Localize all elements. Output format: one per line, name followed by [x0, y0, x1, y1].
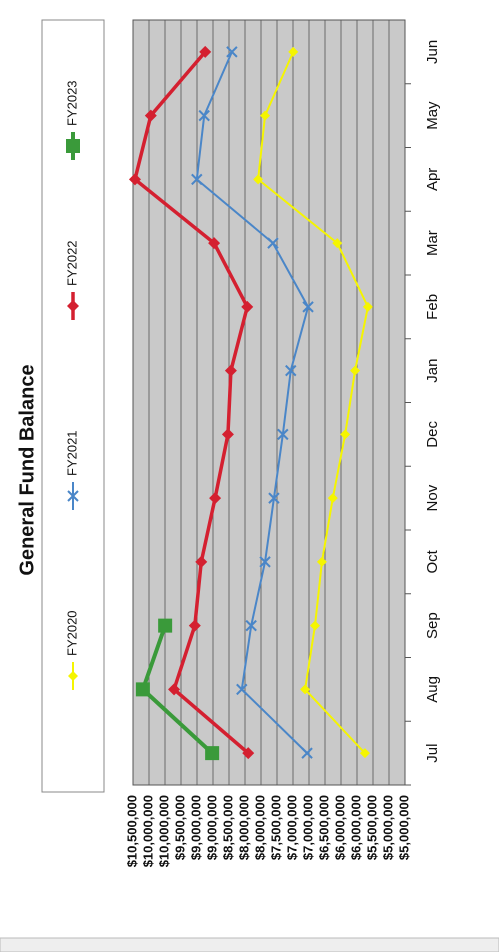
y-tick-label: $9,500,000	[172, 795, 187, 860]
y-tick-label: $10,500,000	[124, 795, 139, 867]
marker	[362, 301, 373, 312]
marker	[288, 46, 299, 57]
x-tick-label: Sep	[424, 612, 441, 639]
x-tick-label: Jun	[424, 40, 441, 64]
marker	[301, 747, 313, 759]
marker	[241, 300, 254, 313]
series-line	[133, 50, 250, 755]
marker	[259, 556, 271, 568]
marker	[242, 747, 255, 760]
marker	[316, 556, 327, 567]
marker	[158, 618, 173, 633]
plot-area	[132, 19, 406, 786]
y-tick-label: $7,500,000	[268, 795, 283, 860]
marker	[260, 110, 271, 121]
legend-label: FY2023	[64, 80, 79, 126]
marker	[285, 364, 297, 377]
legend-label: FY2021	[64, 430, 79, 476]
y-tick-label: $5,000,000	[380, 795, 395, 860]
marker	[135, 682, 150, 697]
y-tick-label: $8,500,000	[220, 795, 235, 860]
marker	[188, 619, 201, 632]
marker	[245, 619, 257, 632]
marker	[268, 492, 280, 504]
marker	[359, 748, 370, 759]
x-tick-label: Aug	[424, 676, 441, 703]
x-tick-label: Mar	[424, 230, 441, 256]
marker	[267, 237, 279, 249]
marker	[327, 493, 338, 504]
marker	[340, 429, 351, 440]
marker	[128, 173, 141, 186]
chart-title: General Fund Balance	[16, 364, 38, 575]
legend-label: FY2022	[64, 240, 79, 286]
marker	[300, 684, 311, 695]
marker	[191, 173, 203, 186]
series-line	[257, 51, 369, 754]
x-tick-label: Nov	[424, 484, 441, 511]
y-tick-label: $7,000,000	[284, 795, 299, 860]
marker	[277, 428, 289, 441]
x-tick-label: Feb	[424, 294, 441, 320]
marker	[199, 45, 212, 58]
marker	[236, 683, 248, 696]
marker	[309, 620, 320, 631]
marker	[66, 139, 80, 153]
bottom-bar	[0, 937, 499, 952]
y-tick-label: $7,000,000	[300, 795, 315, 860]
y-tick-label: $9,000,000	[188, 795, 203, 860]
marker	[205, 746, 220, 761]
x-tick-label: Dec	[424, 421, 441, 448]
marker	[144, 109, 157, 122]
y-tick-label: $8,000,000	[236, 795, 251, 860]
y-tick-label: $8,000,000	[252, 795, 267, 860]
marker	[195, 555, 208, 568]
marker	[67, 490, 79, 502]
y-tick-label: $10,000,000	[156, 795, 171, 867]
y-tick-label: $6,000,000	[332, 795, 347, 860]
x-tick-label: Jul	[424, 744, 441, 763]
x-tick-label: Apr	[424, 168, 441, 191]
marker	[253, 174, 264, 185]
y-tick-label: $6,500,000	[316, 795, 331, 860]
marker	[68, 671, 78, 681]
legend-label: FY2020	[64, 610, 79, 656]
y-tick-label: $6,000,000	[348, 795, 363, 860]
marker	[302, 301, 314, 313]
marker	[67, 300, 79, 312]
y-tick-label: $5,500,000	[364, 795, 379, 860]
y-tick-label: $10,000,000	[140, 795, 155, 867]
marker	[198, 109, 210, 122]
y-tick-label: $5,000,000	[396, 795, 411, 860]
marker	[350, 365, 361, 376]
marker	[226, 46, 238, 58]
marker	[208, 237, 221, 250]
marker	[168, 683, 181, 696]
marker	[221, 428, 234, 441]
y-tick-label: $9,000,000	[204, 795, 219, 860]
x-tick-label: Jan	[424, 359, 441, 383]
legend-box	[41, 19, 105, 793]
series-line	[195, 51, 310, 754]
marker	[224, 364, 237, 377]
x-tick-label: Oct	[424, 549, 441, 573]
marker	[332, 238, 343, 249]
x-tick-label: May	[424, 101, 441, 130]
marker	[209, 492, 222, 505]
rotated-chart: General Fund Balance $10,500,000 $10,000,…	[16, 19, 441, 867]
